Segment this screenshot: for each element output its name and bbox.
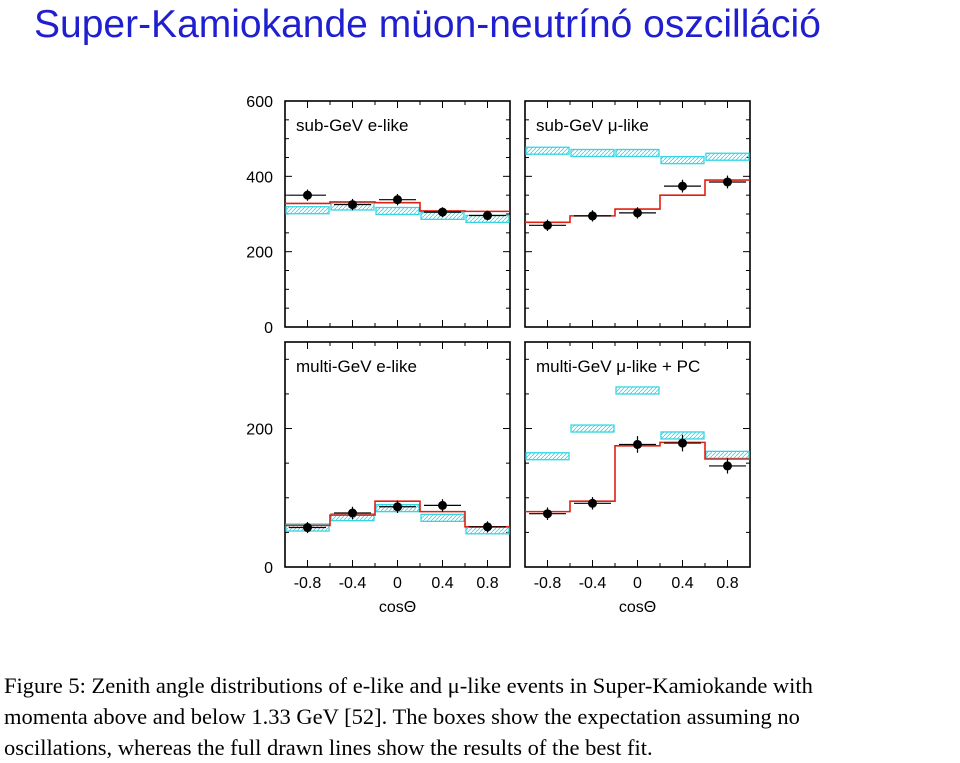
panel-2-data-point (633, 208, 642, 218)
panel-4-expectation-box (705, 450, 750, 459)
panel-3-data-point (393, 502, 402, 512)
panel-4-data-point (588, 498, 597, 508)
panel-4-xtick-label: 0 (633, 575, 642, 592)
panel-3-expectation-box (420, 513, 465, 522)
panel-3-xlabel: cosΘ (379, 599, 416, 616)
panel-4-xtick-label: -0.8 (534, 575, 562, 592)
caption-line-2: momenta above and below 1.33 GeV [52]. T… (4, 704, 800, 729)
panel-4-xtick-label: -0.4 (579, 575, 607, 592)
panel-2-data-point (588, 211, 597, 221)
slide-title: Super-Kamiokande müon-neutrínó oszcillác… (34, 3, 821, 46)
panel-1-data-point (303, 190, 312, 200)
panel-1-title: sub-GeV e-like (296, 116, 408, 135)
panel-3-data-point (438, 500, 447, 510)
panel-2-expectation-box (705, 152, 750, 161)
panel-3-xtick-label: 0.8 (476, 575, 498, 592)
panel-3-ytick-label: 0 (264, 560, 273, 577)
panel-4-xlabel: cosΘ (619, 599, 656, 616)
caption-line-3: oscillations, whereas the full drawn lin… (4, 735, 653, 760)
panel-3-xtick-label: -0.8 (294, 575, 322, 592)
figure: 0 200 400 600 sub-GeV e-like sub-GeV μ-like 0 2… (246, 94, 751, 616)
panel-4-data-point (678, 438, 687, 448)
panel-1-data-point (438, 207, 447, 217)
panel-1-data-point (393, 195, 402, 205)
panel-2-title: sub-GeV μ-like (536, 116, 649, 135)
panel-4-title: multi-GeV μ-like + PC (536, 357, 700, 376)
panel-4-expectation-box (615, 386, 660, 395)
caption-line-1: Figure 5: Zenith angle distributions of … (4, 673, 813, 698)
panel-1-expectation-box (285, 206, 330, 215)
panel-4-expectation-box (525, 452, 570, 461)
panel-1-data-point (348, 200, 357, 210)
panel-2-expectation-box (615, 148, 660, 158)
panel-3-xtick-label: 0.4 (431, 575, 453, 592)
panel-4-data-point (543, 509, 552, 519)
panel-3-xtick-label: 0 (393, 575, 402, 592)
panel-1-ytick-label: 200 (246, 245, 273, 262)
panel-2-expectation-box (525, 146, 570, 155)
panel-4-data-point (633, 439, 642, 449)
panel-1-ytick-label: 400 (246, 169, 273, 186)
panel-3-data-point (303, 523, 312, 533)
panel-1-expectation-box (375, 206, 420, 216)
panel-4-data-point (723, 461, 732, 471)
panel-3-data-point (483, 522, 492, 532)
panel-2-expectation-box (660, 155, 705, 165)
panel-1-data-point (483, 211, 492, 221)
panel-2-data-point (543, 220, 552, 230)
panel-2-data-point (678, 181, 687, 191)
panel-1-ytick-label: 600 (246, 94, 273, 111)
panel-3-data-point (348, 508, 357, 518)
panel-3-xtick-label: -0.4 (339, 575, 367, 592)
panel-2-expectation-box (570, 148, 615, 158)
figure-caption: Figure 5: Zenith angle distributions of … (4, 670, 959, 763)
panel-4-xtick-label: 0.4 (671, 575, 693, 592)
panel-4-expectation-box (570, 424, 615, 433)
panel-3-ytick-label: 200 (246, 422, 273, 439)
panel-1-ytick-label: 0 (264, 320, 273, 337)
panel-4-xtick-label: 0.8 (716, 575, 738, 592)
panel-3-title: multi-GeV e-like (296, 357, 417, 376)
panel-2-data-point (723, 177, 732, 187)
